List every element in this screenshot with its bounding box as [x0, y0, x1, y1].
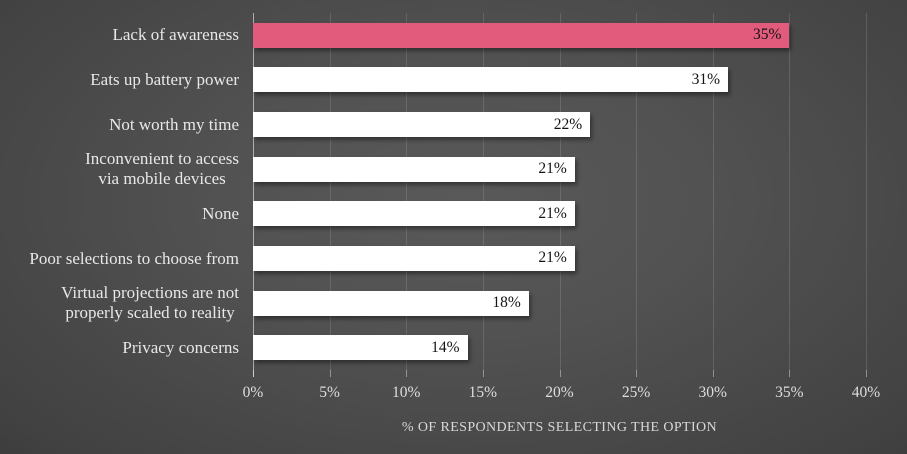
bar: 21%: [253, 245, 575, 271]
category-label-row: Virtual projections are not properly sca…: [0, 281, 239, 326]
category-label: Virtual projections are not properly sca…: [61, 283, 239, 323]
category-label-row: Eats up battery power: [0, 58, 239, 103]
gridline: [636, 13, 638, 370]
bar-value-label: 31%: [691, 70, 721, 88]
gridline: [482, 13, 484, 370]
bar-row: 22%: [253, 102, 866, 147]
x-tick-label: 35%: [775, 384, 804, 401]
x-tick-label: 10%: [392, 384, 421, 401]
category-label: Lack of awareness: [112, 25, 240, 45]
bar-value-label: 21%: [538, 160, 567, 178]
y-axis-line: [253, 13, 254, 377]
bar-value-label: 18%: [492, 294, 521, 312]
x-tick-mark: [636, 370, 638, 377]
bar-value-label: 35%: [752, 26, 782, 44]
x-tick-label: 30%: [698, 384, 727, 401]
category-label-row: None: [0, 192, 239, 237]
x-tick-marks: [253, 370, 867, 377]
x-tick-mark: [253, 370, 254, 377]
bar: 14%: [253, 335, 468, 361]
x-tick-label: 0%: [242, 384, 264, 401]
bar-row: 31%: [253, 58, 866, 103]
category-label-row: Privacy concerns: [0, 325, 239, 370]
x-tick-mark: [406, 370, 408, 377]
category-label: Eats up battery power: [90, 70, 239, 90]
x-tick-mark: [712, 370, 714, 377]
bar: 21%: [253, 156, 575, 182]
bar-value-label: 22%: [553, 115, 583, 133]
bar: 31%: [253, 67, 729, 93]
bar-value-label: 21%: [538, 249, 567, 267]
category-label: Not worth my time: [109, 114, 239, 134]
bar-value-label: 14%: [431, 338, 460, 356]
category-label-row: Not worth my time: [0, 102, 239, 147]
bar: 22%: [253, 112, 591, 138]
bar-row: 21%: [253, 192, 866, 237]
x-tick-label: 15%: [468, 384, 498, 401]
category-label-row: Lack of awareness: [0, 13, 240, 58]
bar-row: 21%: [253, 147, 866, 192]
bar-row: 14%: [253, 325, 866, 370]
x-tick-mark: [789, 370, 791, 377]
x-tick-mark: [329, 370, 331, 377]
bar-row: 18%: [253, 281, 866, 326]
x-axis-title: % OF RESPONDENTS SELECTING THE OPTION: [401, 420, 718, 435]
bar-row: 21%: [253, 236, 866, 281]
x-tick-label: 40%: [851, 384, 881, 401]
highlighted-bar: 35%: [253, 22, 790, 48]
bar-row: 35%: [253, 13, 866, 58]
category-label: Privacy concerns: [122, 337, 239, 357]
gridline: [866, 13, 867, 370]
plot-area: 35% 31% 22% 21% 21% 21% 18% 14%: [253, 13, 867, 370]
category-label-row: Inconvenient to access via mobile device…: [0, 147, 239, 192]
bar: 18%: [253, 290, 529, 316]
gridline: [406, 13, 408, 370]
x-tick-mark: [866, 370, 867, 377]
gridline: [329, 13, 331, 370]
gridline: [789, 13, 791, 370]
gridline: [712, 13, 714, 370]
x-tick-label: 5%: [319, 384, 340, 401]
gridline: [559, 13, 561, 370]
bar-value-label: 21%: [538, 204, 567, 222]
bar: 21%: [253, 201, 575, 227]
x-tick-labels: 0% 5% 10% 15% 20% 25% 30% 35% 40%: [243, 384, 881, 404]
category-label: Inconvenient to access via mobile device…: [85, 149, 239, 189]
x-tick-label: 25%: [621, 384, 651, 401]
category-label-row: Poor selections to choose from: [0, 236, 239, 281]
category-label: None: [202, 203, 239, 223]
category-label: Poor selections to choose from: [29, 248, 239, 268]
x-tick-label: 20%: [545, 384, 574, 401]
x-tick-mark: [482, 370, 484, 377]
x-tick-mark: [559, 370, 561, 377]
category-axis: Lack of awareness Eats up battery power No…: [0, 13, 239, 370]
